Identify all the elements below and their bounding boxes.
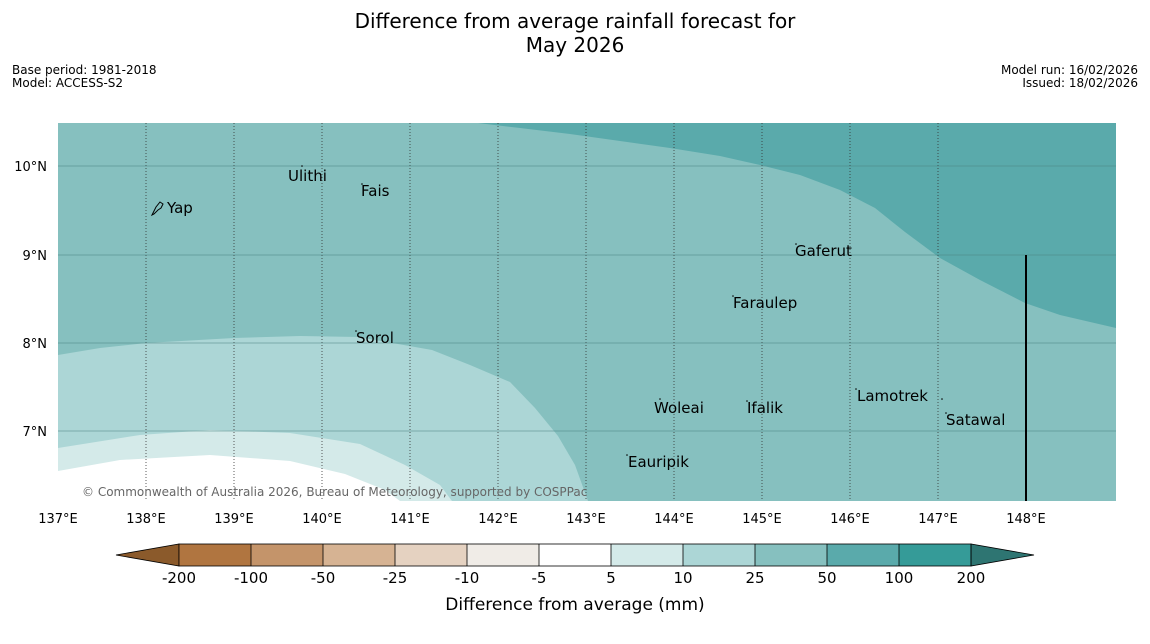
base-period-text: Base period: 1981-2018: [12, 63, 157, 77]
colorbar-segment: [755, 544, 827, 566]
lon-tick: 144°E: [654, 512, 694, 527]
colorbar-tick: 25: [745, 569, 764, 587]
colorbar-segment: [539, 544, 611, 566]
place-ulithi: Ulithi: [288, 167, 327, 185]
lon-tick: 140°E: [302, 512, 342, 527]
colorbar-segment: [323, 544, 395, 566]
lon-tick: 147°E: [918, 512, 958, 527]
lon-tick: 146°E: [830, 512, 870, 527]
region-neutral: [58, 455, 400, 501]
colorbar-segment: [179, 544, 251, 566]
place-fais: Fais: [361, 182, 390, 200]
place-faraulep: Faraulep: [733, 294, 797, 312]
colorbar-extend-low: [115, 543, 180, 567]
place-gaferut: Gaferut: [795, 242, 852, 260]
colorbar-segment: [827, 544, 899, 566]
colorbar-tick: 200: [957, 569, 986, 587]
colorbar-segment: [611, 544, 683, 566]
lon-tick: 139°E: [214, 512, 254, 527]
lon-tick-labels: 137°E 138°E 139°E 140°E 141°E 142°E 143°…: [38, 512, 1046, 527]
colorbar-segment: [467, 544, 539, 566]
colorbar-tick: -200: [162, 569, 196, 587]
colorbar-extend-high: [970, 543, 1035, 567]
colorbar: -200 -100 -50 -25 -10 -5 5 10 25 50 100 …: [115, 543, 1035, 615]
place-satawal: Satawal: [946, 411, 1005, 429]
lon-tick: 148°E: [1006, 512, 1046, 527]
colorbar-dividers: [250, 544, 900, 566]
colorbar-tick: -25: [383, 569, 408, 587]
map-title-line2: May 2026: [525, 33, 625, 57]
region-50-100mm: [478, 123, 1116, 328]
place-sorol: Sorol: [356, 329, 394, 347]
colorbar-tick: -10: [455, 569, 480, 587]
colorbar-tick: 100: [885, 569, 914, 587]
colorbar-tick: -100: [234, 569, 268, 587]
place-yap: Yap: [166, 199, 193, 217]
place-eauripik: Eauripik: [628, 453, 689, 471]
lat-tick: 10°N: [14, 160, 47, 175]
lat-tick-labels: 10°N 9°N 8°N 7°N: [14, 160, 47, 440]
model-run-text: Model run: 16/02/2026: [1000, 63, 1138, 77]
colorbar-ticks: -200 -100 -50 -25 -10 -5 5 10 25 50 100 …: [162, 569, 985, 587]
colorbar-segment: [899, 544, 971, 566]
map-title-line1: Difference from average rainfall forecas…: [354, 9, 796, 33]
lon-tick: 137°E: [38, 512, 78, 527]
colorbar-tick: -50: [311, 569, 336, 587]
colorbar-tick: -5: [532, 569, 547, 587]
meta-right: Model run: 16/02/2026 Issued: 18/02/2026: [1001, 64, 1138, 90]
place-lamotrek: Lamotrek: [857, 387, 928, 405]
colorbar-segment: [251, 544, 323, 566]
yap-island: [150, 201, 164, 217]
colorbar-segment: [395, 544, 467, 566]
lat-tick: 8°N: [23, 337, 48, 352]
issued-text: Issued: 18/02/2026: [1022, 76, 1138, 90]
colorbar-segment: [683, 544, 755, 566]
colorbar-tick: 50: [817, 569, 836, 587]
copyright-text: © Commonwealth of Australia 2026, Bureau…: [82, 485, 587, 499]
lon-tick: 145°E: [742, 512, 782, 527]
lon-gridlines: [145, 123, 939, 501]
place-markers: [301, 165, 947, 456]
place-woleai: Woleai: [654, 399, 704, 417]
place-ifalik: Ifalik: [747, 399, 783, 417]
model-text: Model: ACCESS-S2: [12, 76, 124, 90]
colorbar-tick: 5: [606, 569, 616, 587]
place-labels: Ulithi Fais Yap Gaferut Faraulep Sorol W…: [166, 167, 1005, 471]
colorbar-title: Difference from average (mm): [445, 595, 704, 615]
lon-tick: 138°E: [126, 512, 166, 527]
colorbar-frame: [178, 543, 972, 567]
lat-tick: 7°N: [23, 425, 48, 440]
lon-tick: 141°E: [390, 512, 430, 527]
colorbar-tick: 10: [673, 569, 692, 587]
meta-left: Base period: 1981-2018 Model: ACCESS-S2: [12, 64, 157, 90]
lon-tick: 142°E: [478, 512, 518, 527]
map-panel: Ulithi Fais Yap Gaferut Faraulep Sorol W…: [58, 123, 1116, 501]
lat-gridlines: [58, 165, 1116, 432]
lon-tick: 143°E: [566, 512, 606, 527]
lat-tick: 9°N: [23, 249, 48, 264]
